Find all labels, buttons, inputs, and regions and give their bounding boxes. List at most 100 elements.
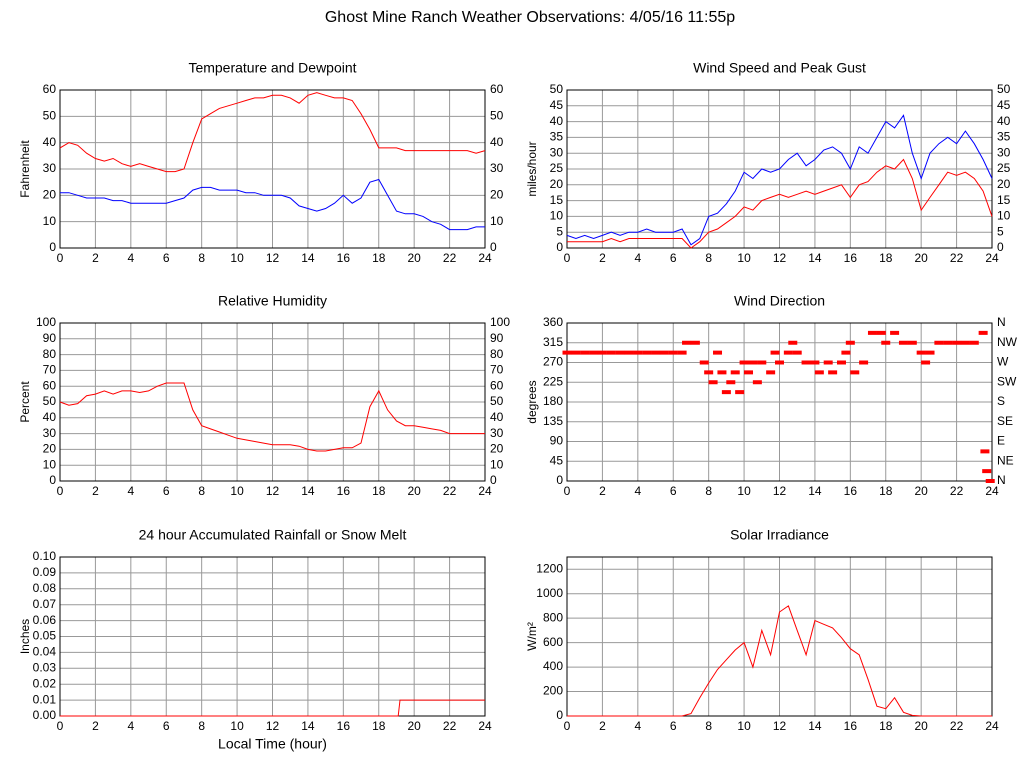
- y-tick-label: 10: [550, 209, 564, 223]
- y-tick-label: 20: [550, 177, 564, 191]
- x-tick-label: 12: [266, 719, 280, 733]
- data-point: [770, 350, 780, 355]
- y2-tick-label: N: [997, 315, 1006, 329]
- data-point: [739, 360, 749, 365]
- x-tick-label: 20: [407, 251, 421, 265]
- y-tick-label: 360: [543, 315, 563, 329]
- y-tick-label: 60: [43, 82, 57, 96]
- y2-tick-label: 60: [490, 82, 504, 96]
- x-tick-label: 8: [705, 251, 712, 265]
- y2-tick-label: E: [997, 434, 1005, 448]
- y2-tick-label: 60: [490, 378, 504, 392]
- data-point: [580, 350, 590, 355]
- y-tick-label: 0: [49, 240, 56, 254]
- y-tick-label: 200: [543, 684, 563, 698]
- x-tick-label: 10: [737, 251, 751, 265]
- x-tick-label: 10: [737, 484, 751, 498]
- x-tick-label: 14: [301, 484, 315, 498]
- x-tick-label: 6: [670, 484, 677, 498]
- y-tick-label: 0.09: [33, 565, 57, 579]
- y-tick-label: 0.05: [33, 629, 57, 643]
- x-tick-label: 12: [773, 251, 787, 265]
- data-point: [642, 350, 652, 355]
- y-tick-label: 30: [550, 145, 564, 159]
- y-tick-label: 40: [43, 410, 57, 424]
- chart-title: 24 hour Accumulated Rainfall or Snow Mel…: [139, 527, 407, 543]
- y-tick-label: 0: [556, 240, 563, 254]
- data-point: [943, 340, 953, 345]
- data-point: [916, 350, 926, 355]
- data-point: [682, 340, 692, 345]
- x-tick-label: 0: [57, 484, 64, 498]
- x-tick-label: 24: [985, 484, 999, 498]
- y-tick-label: 0: [49, 473, 56, 487]
- x-tick-label: 2: [599, 484, 606, 498]
- data-point: [633, 350, 643, 355]
- x-tick-label: 2: [599, 719, 606, 733]
- y2-tick-label: NE: [997, 453, 1014, 467]
- x-tick-label: 16: [844, 484, 858, 498]
- y-tick-label: 30: [43, 426, 57, 440]
- y2-tick-label: W: [997, 355, 1009, 369]
- y-tick-label: 0.00: [33, 708, 57, 722]
- x-tick-label: 2: [599, 251, 606, 265]
- data-point: [690, 340, 700, 345]
- y-tick-label: 0: [556, 708, 563, 722]
- data-point: [752, 380, 762, 385]
- x-tick-label: 2: [92, 484, 99, 498]
- y2-tick-label: 0: [997, 240, 1004, 254]
- data-point: [836, 360, 846, 365]
- y2-tick-label: 20: [490, 442, 504, 456]
- x-tick-label: 12: [773, 484, 787, 498]
- x-tick-label: 16: [844, 251, 858, 265]
- data-point: [726, 380, 736, 385]
- data-point: [823, 360, 833, 365]
- data-point: [713, 350, 723, 355]
- y2-tick-label: 45: [997, 98, 1011, 112]
- y2-tick-label: 50: [490, 394, 504, 408]
- y2-tick-label: 30: [997, 145, 1011, 159]
- data-point: [982, 469, 992, 474]
- x-tick-label: 0: [57, 719, 64, 733]
- x-tick-label: 8: [705, 484, 712, 498]
- y2-tick-label: 40: [490, 410, 504, 424]
- x-tick-label: 18: [879, 251, 893, 265]
- y-tick-label: 225: [543, 374, 563, 388]
- y-axis-label: Inches: [18, 619, 32, 654]
- x-tick-label: 4: [634, 719, 641, 733]
- x-tick-label: 22: [443, 251, 457, 265]
- data-point: [828, 370, 838, 375]
- data-point: [730, 370, 740, 375]
- data-point: [841, 350, 851, 355]
- x-tick-label: 8: [705, 719, 712, 733]
- x-tick-label: 2: [92, 719, 99, 733]
- x-tick-label: 18: [879, 484, 893, 498]
- y-tick-label: 1000: [536, 586, 563, 600]
- y-tick-label: 20: [43, 442, 57, 456]
- data-point: [810, 360, 820, 365]
- data-point: [708, 380, 718, 385]
- x-tick-label: 8: [198, 719, 205, 733]
- x-tick-label: 12: [266, 484, 280, 498]
- data-point: [704, 370, 714, 375]
- y-axis-label: miles/hour: [525, 141, 539, 196]
- data-point: [571, 350, 581, 355]
- y-tick-label: 0.06: [33, 613, 57, 627]
- data-point: [775, 360, 784, 365]
- data-line: [60, 699, 485, 717]
- y-tick-label: 180: [543, 394, 563, 408]
- data-point: [792, 350, 802, 355]
- x-tick-label: 22: [950, 251, 964, 265]
- y2-tick-label: 40: [997, 114, 1011, 128]
- x-tick-label: 0: [57, 251, 64, 265]
- y-tick-label: 25: [550, 161, 564, 175]
- y-tick-label: 20: [43, 188, 57, 202]
- page-title: Ghost Mine Ranch Weather Observations: 4…: [325, 9, 735, 26]
- data-point: [735, 390, 745, 395]
- data-line: [60, 178, 485, 231]
- y-tick-label: 0.01: [33, 692, 57, 706]
- data-point: [859, 360, 869, 365]
- data-point: [867, 330, 877, 335]
- plot-frame: [566, 556, 993, 717]
- data-point: [788, 340, 798, 345]
